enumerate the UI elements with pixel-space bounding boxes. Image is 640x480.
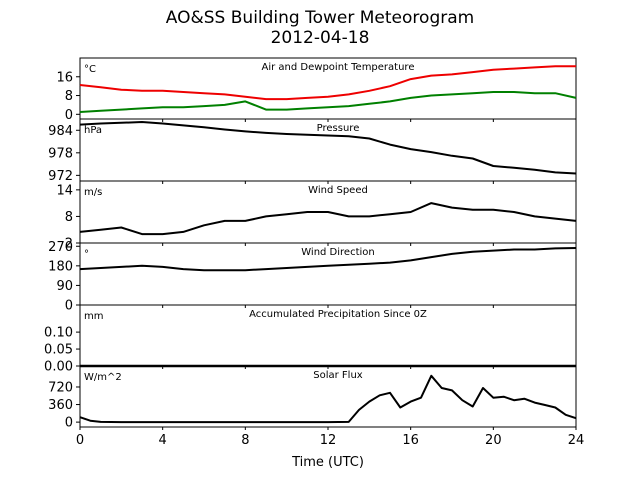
panel-unit-label: W/m^2 xyxy=(84,372,122,383)
series-line-2-1 xyxy=(79,121,577,175)
y-tick-label: 270 xyxy=(48,240,73,255)
y-tick-label: 0.10 xyxy=(44,326,73,341)
panel-unit-label: ° xyxy=(84,249,89,260)
series-line-4-1 xyxy=(79,247,577,272)
panel-title: Wind Direction xyxy=(301,247,375,258)
panel-title: Pressure xyxy=(317,123,360,134)
x-tick-label: 12 xyxy=(320,433,337,448)
y-tick-label: 0 xyxy=(65,299,73,314)
y-tick-label: 0 xyxy=(65,108,73,123)
y-tick-label: 972 xyxy=(48,169,73,184)
y-tick-label: 978 xyxy=(48,146,73,161)
series-line-3-1 xyxy=(79,202,577,236)
panel-title: Solar Flux xyxy=(313,370,363,381)
x-tick-label: 24 xyxy=(568,433,585,448)
y-tick-label: 14 xyxy=(56,183,73,198)
figure-title: AO&SS Building Tower Meteorogram xyxy=(165,8,475,28)
x-axis-label: Time (UTC) xyxy=(291,455,364,470)
panel-title: Accumulated Precipitation Since 0Z xyxy=(249,309,427,320)
y-tick-label: 360 xyxy=(48,398,73,413)
y-tick-label: 720 xyxy=(48,380,73,395)
x-tick-label: 8 xyxy=(241,433,249,448)
series-line-1-1 xyxy=(79,65,576,101)
y-tick-label: 8 xyxy=(65,210,73,225)
y-tick-label: 984 xyxy=(48,124,73,139)
figure-subtitle: 2012-04-18 xyxy=(270,28,370,48)
y-tick-label: 16 xyxy=(56,70,73,85)
panel-title: Air and Dewpoint Temperature xyxy=(262,62,415,73)
series-line-6-1 xyxy=(79,374,577,424)
x-tick-label: 4 xyxy=(159,433,167,448)
y-tick-label: 0 xyxy=(65,416,73,431)
x-tick-label: 20 xyxy=(485,433,502,448)
y-tick-label: 0.00 xyxy=(44,360,73,375)
panel-unit-label: mm xyxy=(84,311,103,322)
y-tick-label: 8 xyxy=(65,89,73,104)
panel-unit-label: °C xyxy=(84,64,96,75)
panel-unit-label: m/s xyxy=(84,187,102,198)
panel-title: Wind Speed xyxy=(308,185,368,196)
x-tick-label: 0 xyxy=(76,433,84,448)
y-tick-label: 90 xyxy=(56,279,73,294)
x-tick-label: 16 xyxy=(402,433,419,448)
y-tick-label: 180 xyxy=(48,259,73,274)
panel-unit-label: hPa xyxy=(84,125,102,136)
y-tick-label: 2 xyxy=(65,237,73,252)
series-line-1-2 xyxy=(79,91,577,113)
y-tick-label: 0.05 xyxy=(44,343,73,358)
